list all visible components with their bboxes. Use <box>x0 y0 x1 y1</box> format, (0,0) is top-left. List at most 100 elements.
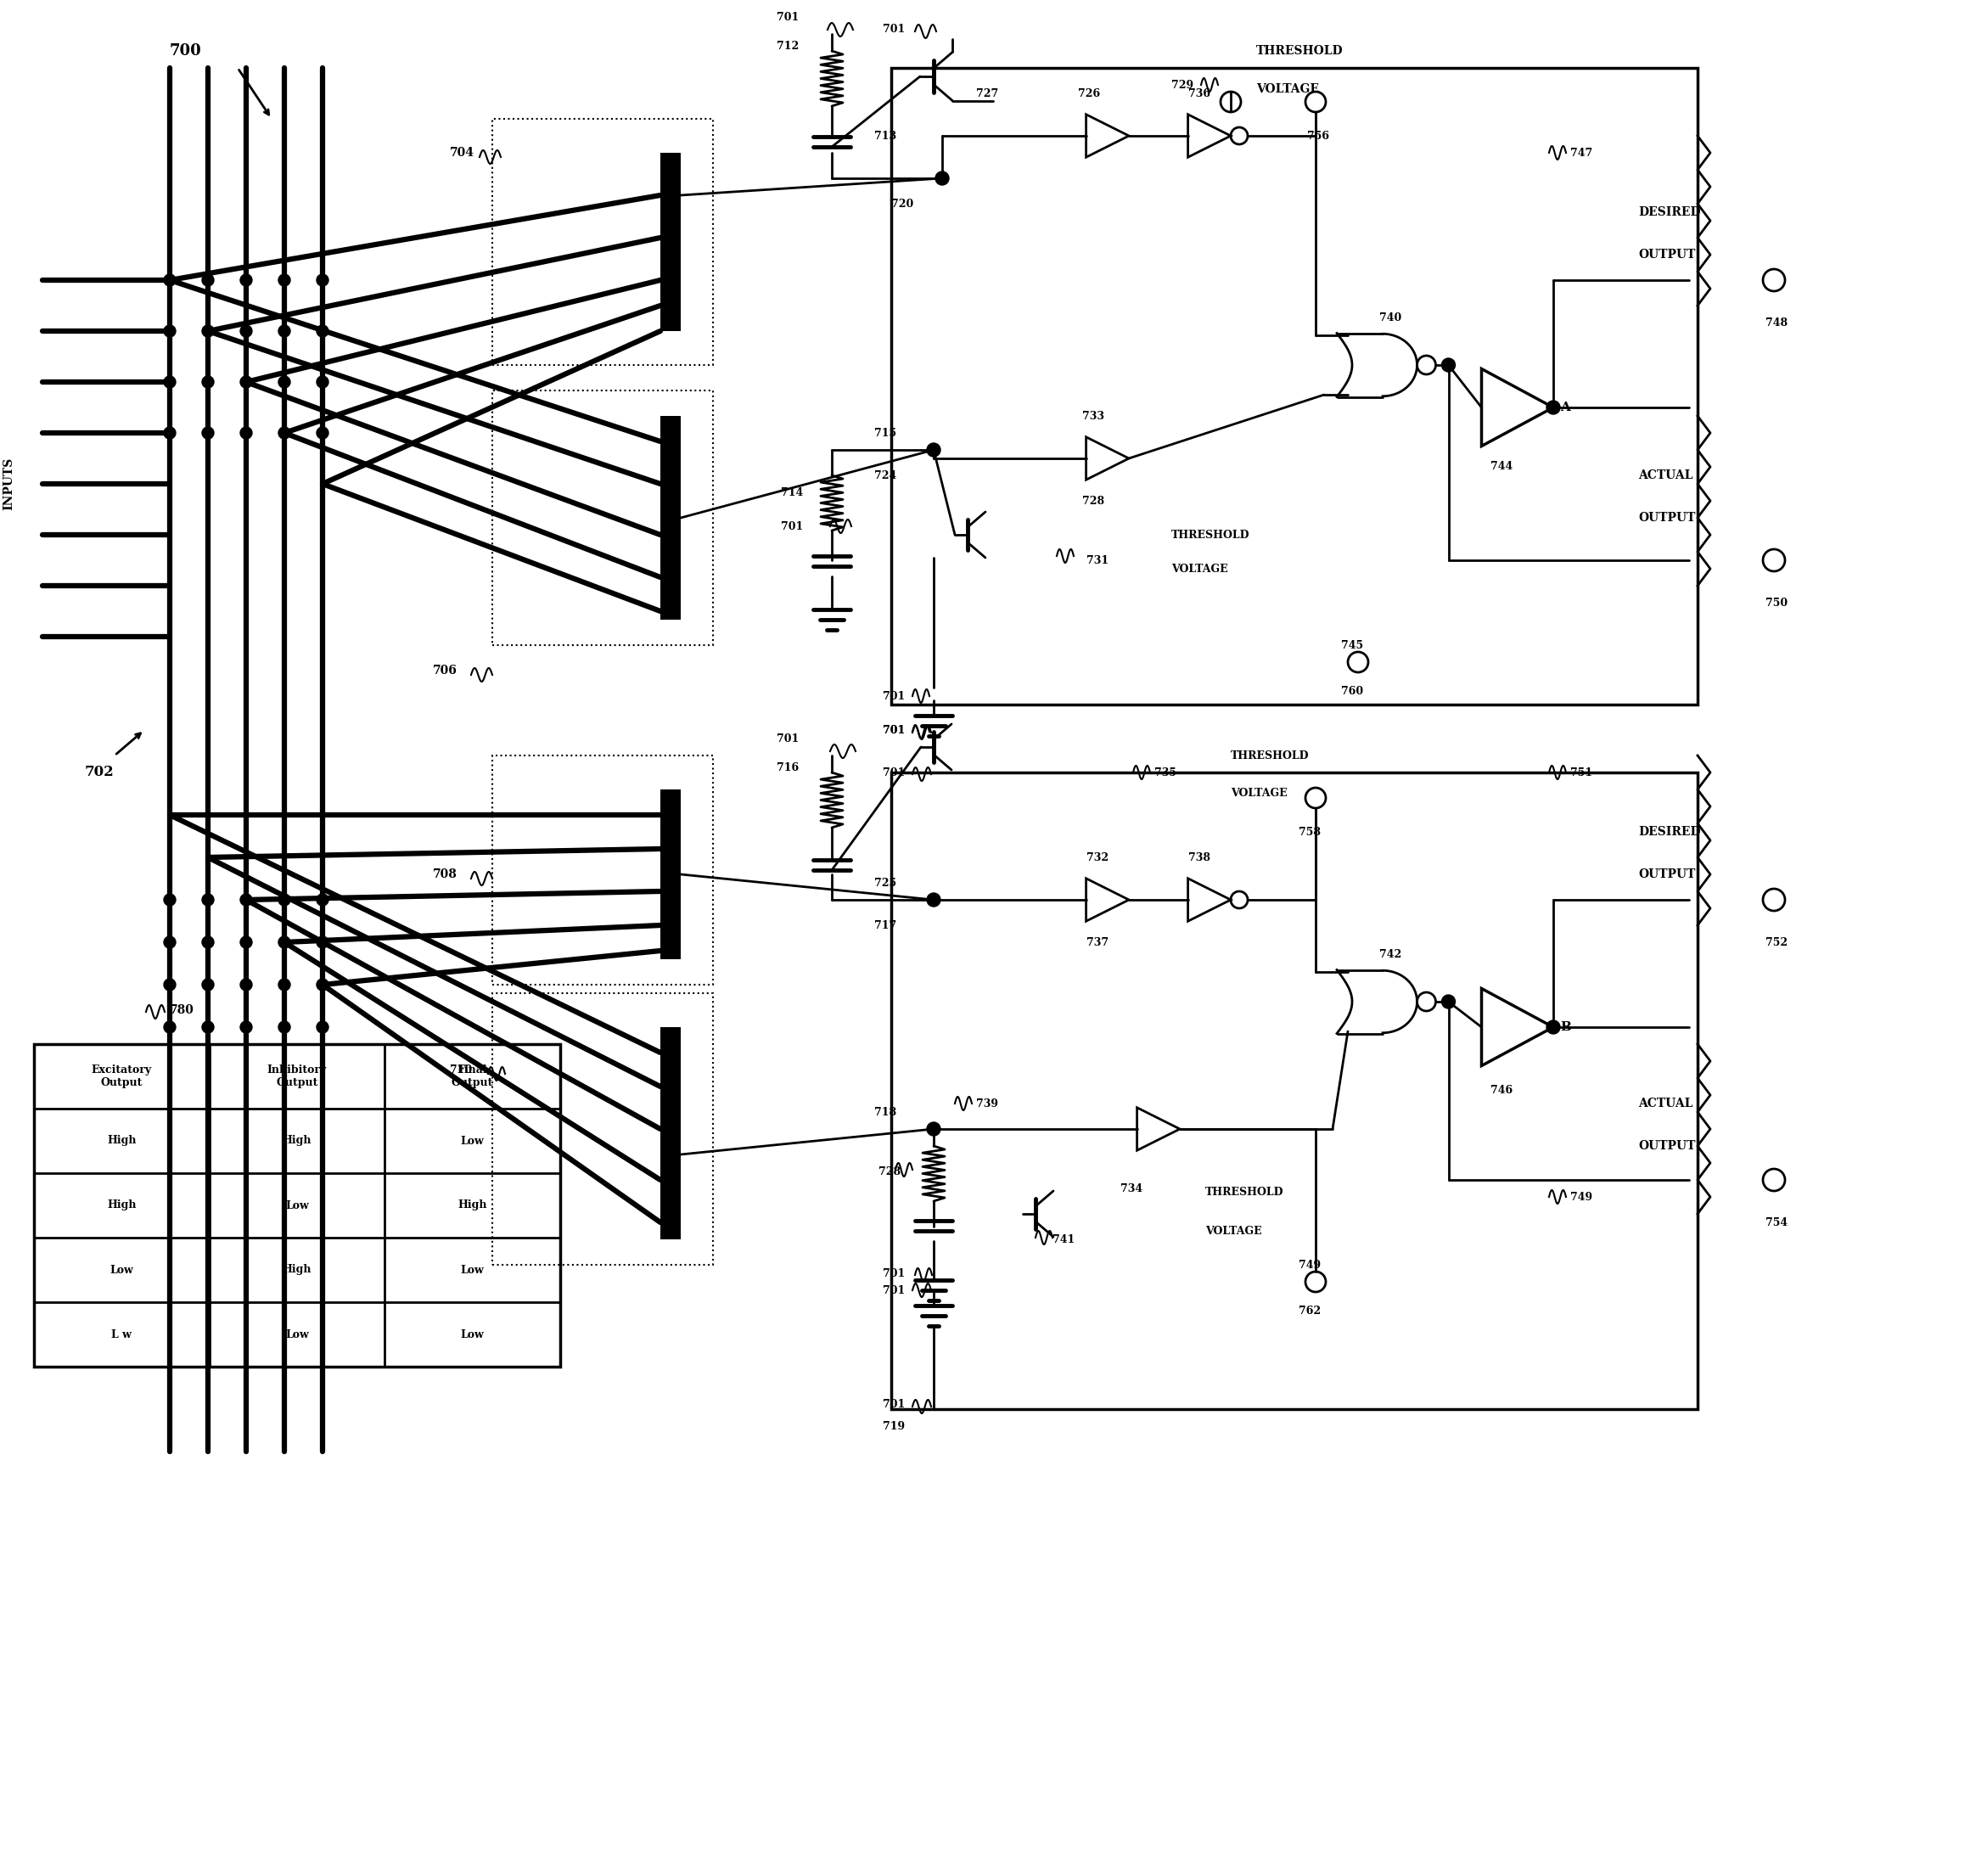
Text: Low: Low <box>286 1201 308 1210</box>
Text: 740: 740 <box>1379 313 1401 325</box>
Text: OUTPUT: OUTPUT <box>1637 512 1695 523</box>
Bar <box>660 416 682 619</box>
Text: L w: L w <box>111 1328 131 1339</box>
Text: 736: 736 <box>1188 88 1210 99</box>
Text: 701: 701 <box>777 734 799 745</box>
Text: THRESHOLD: THRESHOLD <box>1256 45 1343 56</box>
Text: VOLTAGE: VOLTAGE <box>1206 1225 1262 1236</box>
Text: 726: 726 <box>1077 88 1099 99</box>
Circle shape <box>1443 994 1454 1009</box>
Circle shape <box>278 936 290 947</box>
Circle shape <box>316 979 328 991</box>
Text: 727: 727 <box>976 88 997 99</box>
Circle shape <box>203 1021 215 1034</box>
Text: 746: 746 <box>1490 1086 1512 1096</box>
Text: 750: 750 <box>1766 597 1788 608</box>
Text: 780: 780 <box>169 1004 195 1017</box>
Text: 701: 701 <box>882 767 904 779</box>
Circle shape <box>240 274 252 285</box>
Circle shape <box>278 428 290 439</box>
Circle shape <box>163 428 175 439</box>
Text: High: High <box>457 1201 487 1210</box>
Text: 738: 738 <box>1188 852 1210 863</box>
Bar <box>493 992 713 1264</box>
Text: 712: 712 <box>777 41 799 53</box>
Text: 749: 749 <box>1299 1259 1321 1270</box>
Text: 754: 754 <box>1766 1218 1788 1229</box>
Text: 728: 728 <box>878 1165 900 1176</box>
Text: B: B <box>1560 1021 1572 1034</box>
Circle shape <box>203 979 215 991</box>
Text: 731: 731 <box>1087 555 1109 567</box>
Circle shape <box>240 893 252 906</box>
Text: Inhibitory
Output: Inhibitory Output <box>268 1064 328 1088</box>
Text: 717: 717 <box>874 919 896 930</box>
Text: 747: 747 <box>1570 148 1592 158</box>
Circle shape <box>163 936 175 947</box>
Circle shape <box>278 325 290 338</box>
Text: 714: 714 <box>781 488 803 497</box>
Bar <box>660 152 682 330</box>
Text: 739: 739 <box>976 1097 997 1109</box>
Circle shape <box>163 375 175 388</box>
Text: VOLTAGE: VOLTAGE <box>1256 83 1319 96</box>
Text: ACTUAL: ACTUAL <box>1637 1097 1693 1109</box>
Text: 715: 715 <box>874 428 896 439</box>
Circle shape <box>240 325 252 338</box>
Text: 725: 725 <box>874 878 896 889</box>
Text: 751: 751 <box>1570 767 1592 779</box>
Bar <box>34 1045 560 1368</box>
Text: 724: 724 <box>874 469 896 480</box>
Text: 742: 742 <box>1379 949 1401 961</box>
Circle shape <box>316 428 328 439</box>
Circle shape <box>278 979 290 991</box>
Circle shape <box>203 274 215 285</box>
Circle shape <box>163 274 175 285</box>
Text: VOLTAGE: VOLTAGE <box>1170 563 1228 574</box>
Bar <box>892 68 1697 705</box>
Circle shape <box>278 274 290 285</box>
Bar <box>493 390 713 645</box>
Text: 701: 701 <box>882 1285 904 1296</box>
Text: A: A <box>1560 401 1570 413</box>
Circle shape <box>1443 358 1454 371</box>
Text: 760: 760 <box>1341 687 1363 698</box>
Text: High: High <box>282 1135 312 1146</box>
Bar <box>660 1028 682 1240</box>
Text: 756: 756 <box>1307 129 1329 141</box>
Text: 752: 752 <box>1766 936 1788 947</box>
Text: 744: 744 <box>1490 461 1512 473</box>
Text: 758: 758 <box>1299 825 1321 837</box>
Circle shape <box>316 274 328 285</box>
Text: ACTUAL: ACTUAL <box>1637 469 1693 482</box>
Text: 710: 710 <box>449 1064 473 1075</box>
Circle shape <box>203 936 215 947</box>
Text: 701: 701 <box>882 1399 904 1411</box>
Text: 708: 708 <box>433 869 457 880</box>
Circle shape <box>936 171 950 186</box>
Text: 737: 737 <box>1087 936 1109 947</box>
Text: High: High <box>107 1135 137 1146</box>
Circle shape <box>926 893 940 906</box>
Circle shape <box>203 375 215 388</box>
Text: DESIRED: DESIRED <box>1637 206 1701 218</box>
Circle shape <box>278 893 290 906</box>
Text: Low: Low <box>461 1264 485 1276</box>
Text: 748: 748 <box>1766 317 1788 328</box>
Bar <box>892 773 1697 1409</box>
Circle shape <box>240 979 252 991</box>
Text: 762: 762 <box>1299 1306 1321 1317</box>
Text: 729: 729 <box>1170 79 1194 90</box>
Text: 706: 706 <box>433 664 457 677</box>
Text: 720: 720 <box>892 199 914 210</box>
Text: 749: 749 <box>1570 1191 1592 1203</box>
Text: OUTPUT: OUTPUT <box>1637 869 1695 880</box>
Circle shape <box>926 443 940 456</box>
Text: 735: 735 <box>1154 767 1176 779</box>
Text: 701: 701 <box>777 11 799 23</box>
Text: 701: 701 <box>882 724 904 735</box>
Circle shape <box>203 428 215 439</box>
Circle shape <box>278 1021 290 1034</box>
Text: 701: 701 <box>781 522 803 531</box>
Circle shape <box>316 375 328 388</box>
